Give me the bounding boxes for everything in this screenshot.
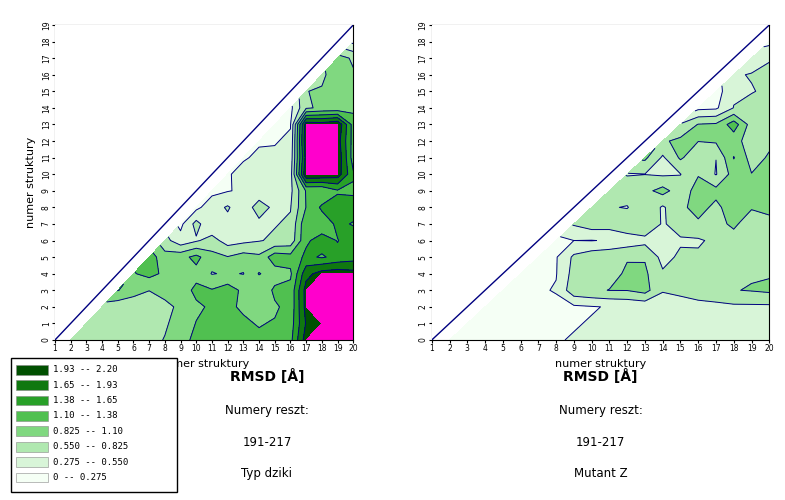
Polygon shape bbox=[432, 25, 769, 340]
Text: Typ dziki: Typ dziki bbox=[242, 467, 292, 480]
Bar bbox=[16, 442, 48, 452]
Text: Mutant Z: Mutant Z bbox=[574, 467, 627, 480]
Polygon shape bbox=[55, 25, 353, 340]
Text: 1.10 -- 1.38: 1.10 -- 1.38 bbox=[53, 412, 117, 420]
X-axis label: numer struktury: numer struktury bbox=[555, 358, 646, 368]
Text: 0 -- 0.275: 0 -- 0.275 bbox=[53, 473, 107, 482]
Text: 1.93 -- 2.20: 1.93 -- 2.20 bbox=[53, 365, 117, 374]
Text: Numery reszt:: Numery reszt: bbox=[225, 404, 309, 417]
Text: RMSD [Å]: RMSD [Å] bbox=[230, 369, 304, 384]
Text: 191-217: 191-217 bbox=[243, 436, 291, 449]
X-axis label: numer struktury: numer struktury bbox=[159, 358, 250, 368]
Text: 191-217: 191-217 bbox=[576, 436, 625, 449]
Bar bbox=[16, 457, 48, 467]
Bar bbox=[16, 380, 48, 390]
Bar bbox=[16, 472, 48, 482]
Text: 0.550 -- 0.825: 0.550 -- 0.825 bbox=[53, 442, 128, 451]
Bar bbox=[16, 426, 48, 436]
FancyBboxPatch shape bbox=[11, 358, 177, 492]
Text: RMSD [Å]: RMSD [Å] bbox=[564, 369, 637, 384]
Bar bbox=[16, 365, 48, 374]
Y-axis label: numer struktury: numer struktury bbox=[26, 137, 36, 228]
Text: 1.38 -- 1.65: 1.38 -- 1.65 bbox=[53, 396, 117, 405]
Text: 0.825 -- 1.10: 0.825 -- 1.10 bbox=[53, 427, 122, 436]
Text: Numery reszt:: Numery reszt: bbox=[559, 404, 642, 417]
Bar bbox=[16, 411, 48, 421]
Bar bbox=[16, 396, 48, 406]
Text: 0.275 -- 0.550: 0.275 -- 0.550 bbox=[53, 458, 128, 466]
Text: 1.65 -- 1.93: 1.65 -- 1.93 bbox=[53, 380, 117, 390]
